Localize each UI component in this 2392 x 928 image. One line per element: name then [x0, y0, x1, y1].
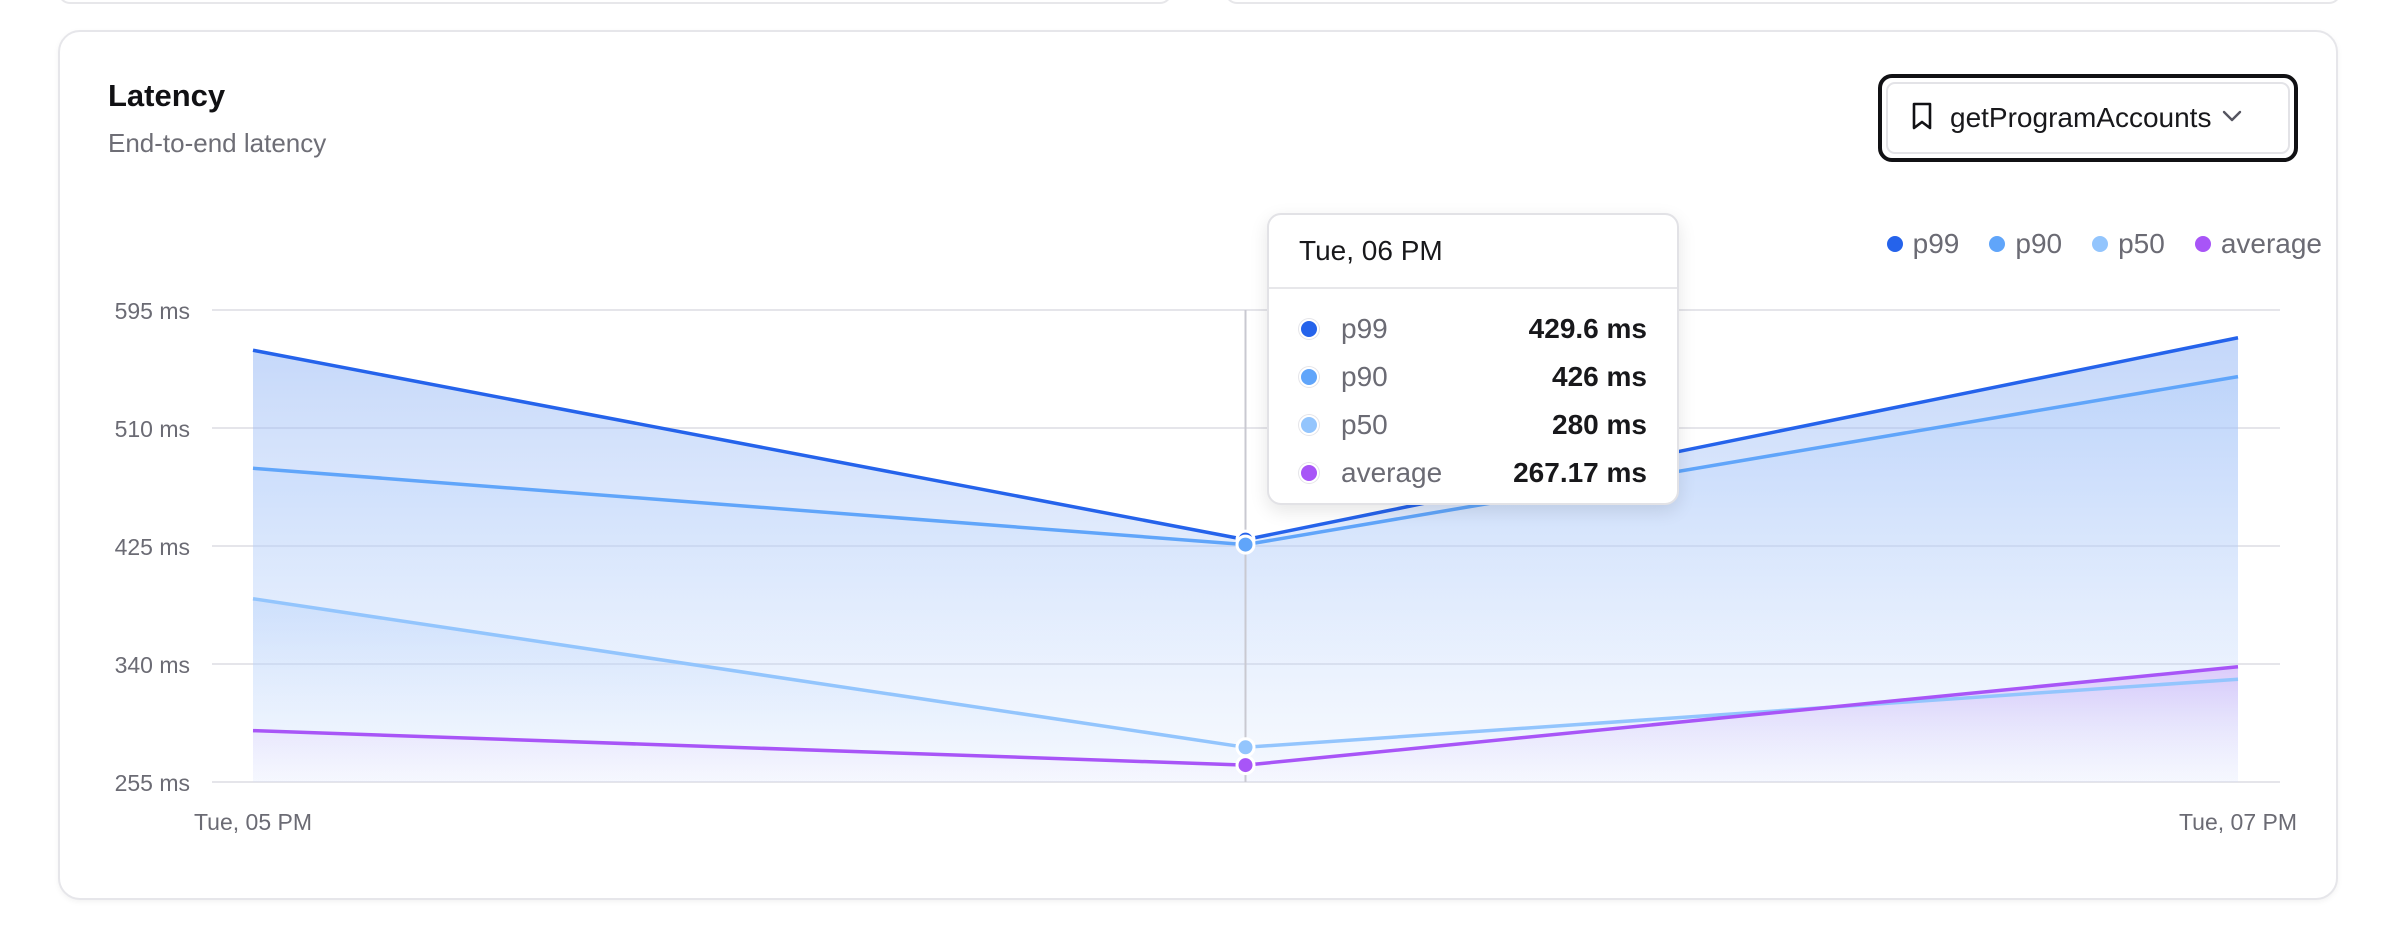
card-subtitle: End-to-end latency [108, 128, 327, 158]
tooltip-series-name: p99 [1341, 313, 1388, 344]
tooltip-series-name: p90 [1341, 361, 1388, 392]
active-point-p50[interactable] [1235, 737, 1256, 758]
x-tick-label: Tue, 05 PM [194, 809, 312, 835]
x-tick-label: Tue, 07 PM [2179, 809, 2297, 835]
legend-dot [2092, 236, 2109, 252]
chart-tooltip: Tue, 06 PM p99 429.6 ms p90 426 ms p50 280 ms… [1267, 213, 1679, 505]
y-tick-label: 340 ms [115, 652, 190, 678]
legend-dot [1886, 236, 1903, 252]
active-point-p90[interactable] [1235, 534, 1256, 555]
chart-legend: p99 p90 p50 average [1886, 228, 2322, 260]
chevron-down-icon [2221, 109, 2243, 128]
legend-dot [1989, 236, 2006, 252]
legend-label: p50 [2118, 228, 2165, 259]
tooltip-dot-average [1299, 463, 1319, 483]
tooltip-title: Tue, 06 PM [1269, 215, 1677, 289]
tooltip-row-p99: p99 429.6 ms [1299, 309, 1647, 349]
tooltip-series-name: p50 [1341, 409, 1388, 440]
tooltip-row-p90: p90 426 ms [1299, 357, 1647, 397]
tooltip-row-p50: p50 280 ms [1299, 405, 1647, 445]
legend-label: p99 [1912, 228, 1960, 259]
area-fill-average [253, 666, 2238, 782]
legend-item-p99[interactable]: p99 [1886, 228, 1960, 260]
y-tick-label: 425 ms [115, 534, 190, 560]
y-tick-label: 510 ms [115, 416, 190, 442]
y-tick-label: 255 ms [115, 770, 190, 796]
tooltip-dot-p90 [1299, 367, 1319, 387]
bookmark-icon [1910, 101, 1934, 136]
tooltip-dot-p99 [1299, 319, 1319, 339]
legend-label: average [2220, 228, 2322, 259]
card-title: Latency [108, 78, 226, 113]
legend-item-p90[interactable]: p90 [1989, 228, 2062, 260]
tooltip-row-average: average 267.17 ms [1299, 453, 1647, 493]
tooltip-dot-p50 [1299, 415, 1319, 435]
tooltip-series-name: average [1341, 457, 1443, 488]
tooltip-series-value: 429.6 ms [1528, 313, 1647, 344]
tooltip-series-value: 280 ms [1552, 409, 1647, 440]
active-point-average[interactable] [1235, 755, 1256, 776]
legend-label: p90 [2015, 228, 2063, 259]
legend-item-average[interactable]: average [2194, 228, 2322, 260]
legend-item-p50[interactable]: p50 [2092, 228, 2165, 260]
legend-dot [2194, 236, 2211, 252]
tooltip-series-value: 267.17 ms [1513, 457, 1647, 488]
method-select-value: getProgramAccounts [1950, 102, 2212, 133]
y-tick-label: 595 ms [115, 298, 190, 324]
tooltip-series-value: 426 ms [1552, 361, 1647, 392]
